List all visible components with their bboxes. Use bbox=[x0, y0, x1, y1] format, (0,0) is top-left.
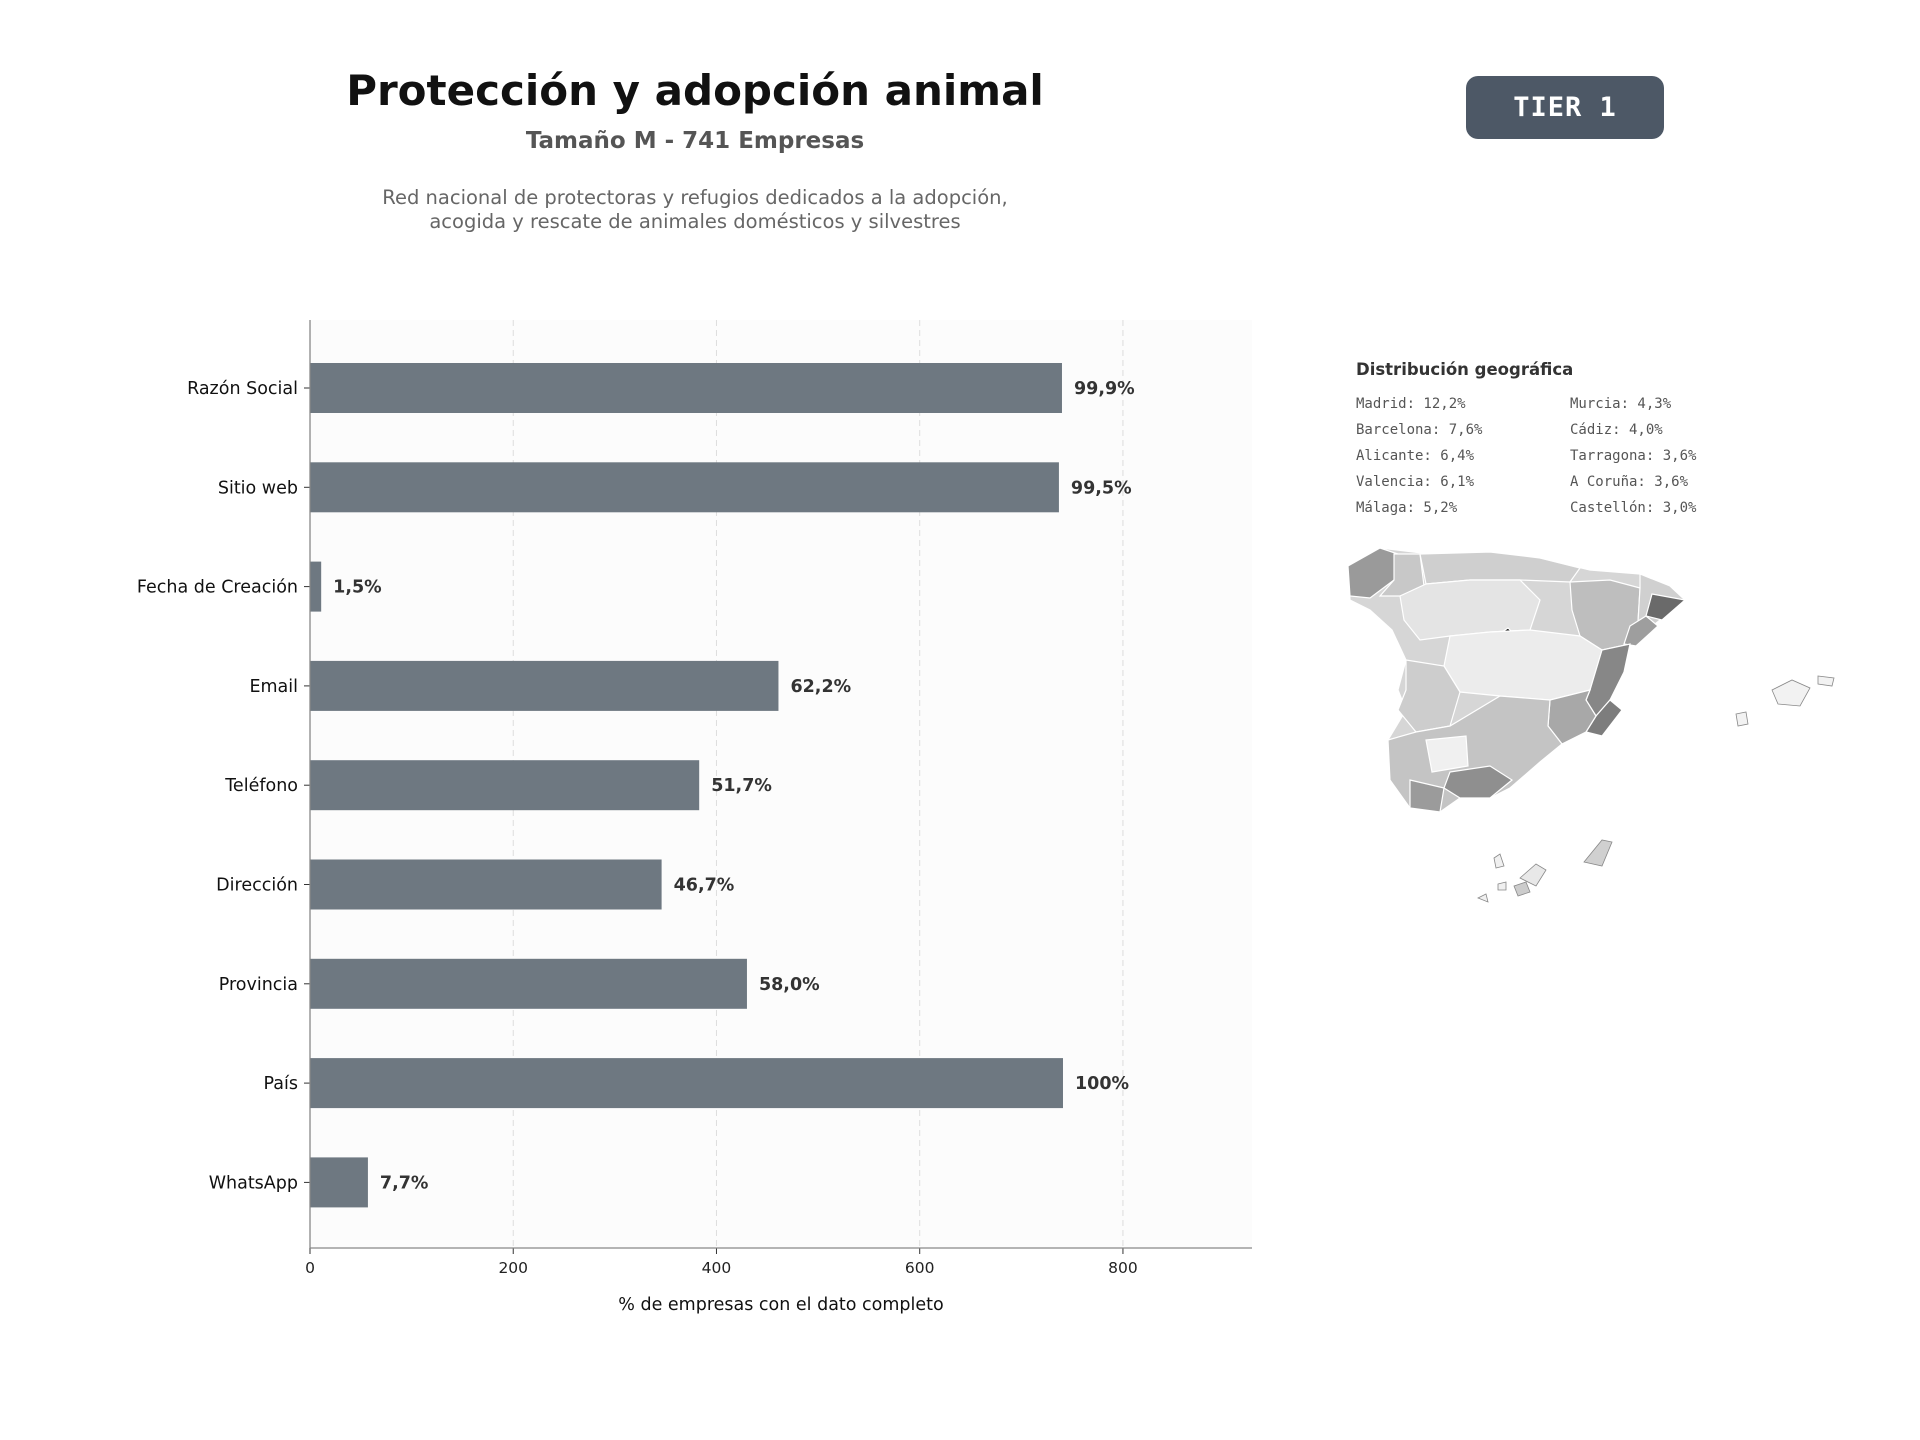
bar bbox=[310, 561, 322, 612]
map-region-canarias-2 bbox=[1519, 863, 1547, 887]
map-region-canarias-6 bbox=[1497, 881, 1507, 891]
category-label: Dirección bbox=[216, 876, 298, 896]
geo-item: Murcia: 4,3% bbox=[1570, 396, 1672, 412]
page-title: Protección y adopción animal bbox=[346, 66, 1044, 115]
value-label: 58,0% bbox=[759, 975, 820, 995]
bar bbox=[310, 363, 1062, 413]
map-region-ibiza bbox=[1735, 711, 1749, 727]
category-label: País bbox=[264, 1074, 298, 1094]
map-region-canarias-1 bbox=[1583, 839, 1613, 867]
tier-badge: TIER 1 bbox=[1466, 76, 1664, 139]
description-line-2: acogida y rescate de animales domésticos… bbox=[429, 210, 961, 233]
page-subtitle: Tamaño M - 741 Empresas bbox=[525, 128, 865, 154]
bar bbox=[310, 859, 662, 910]
x-tick-label: 0 bbox=[305, 1259, 315, 1277]
map-region-mallorca bbox=[1771, 679, 1811, 707]
map-region-canarias-5 bbox=[1477, 893, 1489, 903]
value-label: 99,5% bbox=[1071, 478, 1132, 498]
geo-item: Madrid: 12,2% bbox=[1356, 396, 1466, 412]
geo-panel: Distribución geográfica Madrid: 12,2% Ba… bbox=[1340, 356, 1860, 916]
value-label: 51,7% bbox=[711, 776, 772, 796]
geo-title: Distribución geográfica bbox=[1356, 360, 1574, 379]
value-label: 99,9% bbox=[1074, 379, 1135, 399]
value-label: 7,7% bbox=[380, 1173, 429, 1193]
map-region-barcelona bbox=[1645, 593, 1687, 621]
category-label: Sitio web bbox=[218, 478, 298, 498]
value-label: 46,7% bbox=[674, 876, 735, 896]
geo-item: Valencia: 6,1% bbox=[1356, 474, 1475, 490]
spain-map bbox=[1347, 547, 1835, 903]
geo-item: Barcelona: 7,6% bbox=[1356, 422, 1483, 438]
geo-item: Cádiz: 4,0% bbox=[1570, 422, 1663, 438]
map-region-canarias-3 bbox=[1513, 881, 1531, 897]
geo-item: A Coruña: 3,6% bbox=[1570, 474, 1689, 490]
map-region-canarias-4 bbox=[1493, 853, 1505, 869]
category-label: Email bbox=[249, 677, 298, 697]
geo-item: Castellón: 3,0% bbox=[1570, 500, 1697, 516]
description-line-1: Red nacional de protectoras y refugios d… bbox=[382, 186, 1008, 209]
x-tick-label: 400 bbox=[702, 1259, 732, 1277]
map-region-sevilla bbox=[1425, 735, 1469, 773]
category-label: Teléfono bbox=[224, 776, 298, 796]
map-region-castilla-la-mancha bbox=[1443, 629, 1603, 701]
category-label: Razón Social bbox=[187, 379, 298, 399]
value-label: 100% bbox=[1075, 1074, 1129, 1094]
geo-item: Tarragona: 3,6% bbox=[1570, 448, 1697, 464]
geo-item: Málaga: 5,2% bbox=[1356, 500, 1458, 516]
map-region-north bbox=[1419, 551, 1582, 585]
map-region-tarragona bbox=[1623, 615, 1659, 647]
bar bbox=[310, 1058, 1063, 1109]
bar bbox=[310, 660, 779, 711]
category-label: WhatsApp bbox=[209, 1173, 298, 1193]
page-description: Red nacional de protectoras y refugios d… bbox=[245, 186, 1145, 234]
category-label: Provincia bbox=[219, 975, 298, 995]
x-tick-label: 800 bbox=[1108, 1259, 1138, 1277]
bar bbox=[310, 1157, 368, 1208]
value-label: 62,2% bbox=[790, 677, 851, 697]
bar bbox=[310, 958, 747, 1009]
category-label: Fecha de Creación bbox=[137, 578, 298, 598]
map-region-cadiz bbox=[1409, 779, 1445, 813]
map-region-menorca bbox=[1817, 675, 1835, 687]
value-label: 1,5% bbox=[333, 578, 382, 598]
x-tick-label: 200 bbox=[498, 1259, 528, 1277]
bar bbox=[310, 760, 700, 811]
geo-item: Alicante: 6,4% bbox=[1356, 448, 1475, 464]
bar bbox=[310, 462, 1059, 513]
map-region-andalucia bbox=[1387, 695, 1563, 813]
x-axis-label: % de empresas con el dato completo bbox=[618, 1295, 943, 1315]
x-tick-label: 600 bbox=[905, 1259, 935, 1277]
